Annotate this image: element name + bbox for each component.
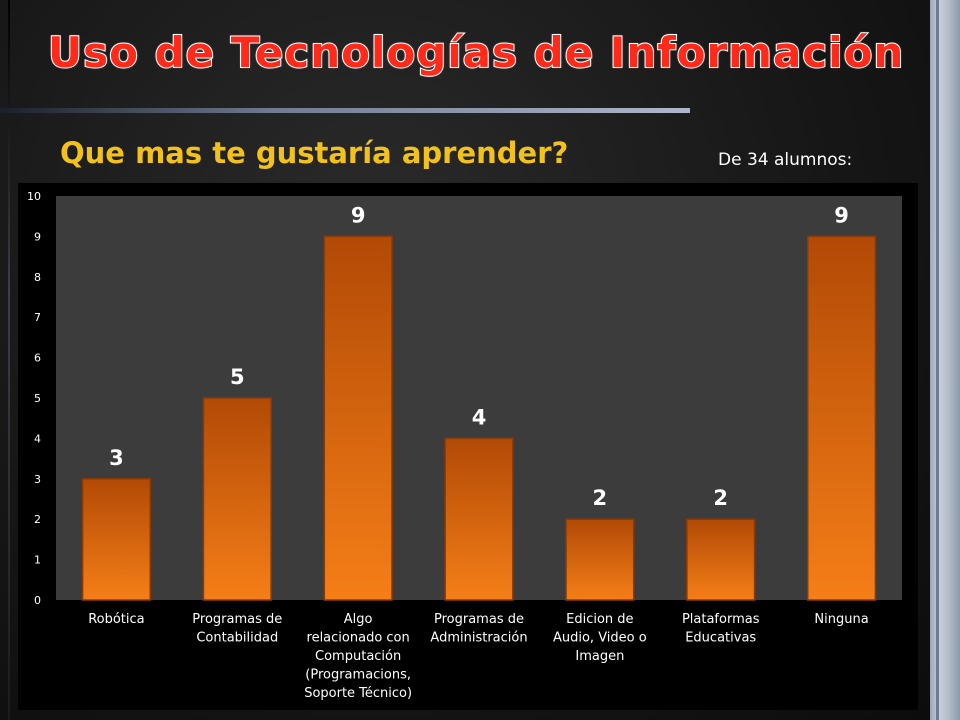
bar: [686, 518, 756, 601]
x-category-label: Administración: [430, 631, 527, 646]
y-tick-label: 5: [34, 392, 41, 405]
bar-value-label: 9: [351, 203, 366, 227]
x-category-label: Programas de: [192, 612, 282, 627]
x-category-label: (Programacions,: [305, 668, 411, 683]
x-category-label: Ninguna: [814, 612, 868, 627]
bars: [81, 235, 877, 601]
bar-value-label: 2: [713, 486, 728, 510]
y-tick-label: 9: [34, 230, 41, 243]
slide-title: Uso de Tecnologías de Información: [47, 27, 905, 78]
y-tick-label: 1: [34, 554, 41, 567]
x-category-label: Edicion de: [566, 612, 633, 627]
y-tick-label: 2: [34, 513, 41, 526]
x-category-label: Robótica: [88, 612, 144, 627]
bar-value-label: 3: [109, 446, 124, 470]
y-tick-label: 10: [27, 190, 41, 203]
y-tick-label: 4: [34, 432, 41, 445]
x-category-label: Plataformas: [682, 612, 760, 627]
y-tick-label: 8: [34, 271, 41, 284]
bar: [444, 437, 514, 601]
y-axis: 0 1 2 3 4 5 6 7 8 9 10: [27, 190, 41, 607]
x-axis: Robótica Programas de Contabilidad Algo rela…: [88, 612, 869, 701]
bar-value-label: 5: [230, 365, 245, 389]
x-category-label: Educativas: [685, 631, 756, 646]
bar-value-label: 2: [593, 486, 608, 510]
bar: [202, 397, 272, 601]
bar: [565, 518, 635, 601]
y-tick-label: 6: [34, 352, 41, 365]
y-tick-label: 3: [34, 473, 41, 486]
y-tick-label: 7: [34, 311, 41, 324]
bar: [806, 235, 877, 601]
x-category-label: relacionado con: [307, 631, 410, 646]
bar: [81, 478, 152, 601]
data-labels: 3 5 9 4 2 2 9: [109, 203, 849, 510]
left-border-line: [8, 0, 10, 720]
x-category-label: Programas de: [434, 612, 524, 627]
x-category-label: Computación: [315, 649, 401, 664]
x-category-label: Imagen: [575, 649, 624, 664]
bar-value-label: 4: [472, 405, 487, 429]
x-category-label: Algo: [344, 612, 373, 627]
chart-panel: 0 1 2 3 4 5 6 7 8 9 10 3 5 9 4 2 2 9 Robótica Programas d…: [18, 183, 918, 710]
y-tick-label: 0: [34, 594, 41, 607]
x-category-label: Contabilidad: [196, 631, 278, 646]
x-category-label: Audio, Video o: [553, 631, 647, 646]
slide-subtitle: Que mas te gustaría aprender?: [60, 136, 569, 170]
bar-chart: 0 1 2 3 4 5 6 7 8 9 10 3 5 9 4 2 2 9 Robótica Programas d…: [27, 190, 902, 701]
right-border-strip: [930, 0, 960, 720]
bar-value-label: 9: [834, 203, 849, 227]
x-category-label: Soporte Técnico): [304, 686, 412, 701]
bar: [323, 235, 393, 601]
respondents-note: De 34 alumnos:: [718, 150, 853, 170]
title-underline: [0, 108, 690, 113]
right-border-stripe: [936, 0, 939, 720]
